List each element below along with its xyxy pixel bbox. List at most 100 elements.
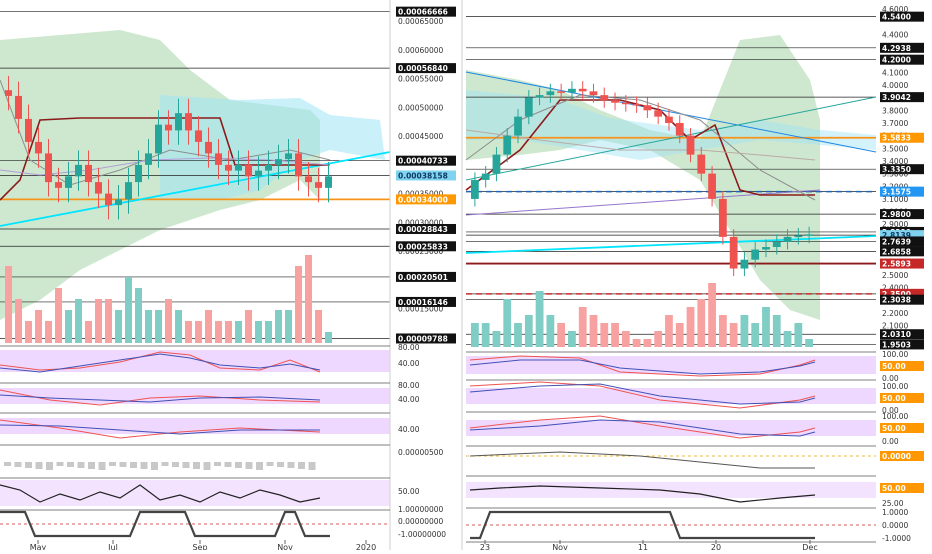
candle-body-right-3	[503, 135, 512, 155]
volume-bar-left-24	[245, 310, 252, 343]
candle-body-right-7	[546, 91, 555, 96]
price-label-right-12: 3.5000	[882, 144, 908, 153]
rsi-a-right	[469, 381, 816, 409]
price-label-right-0: 4.6000	[882, 5, 908, 14]
osc-label-left-2: 80.00	[398, 381, 420, 390]
candle-body-left-14	[145, 153, 152, 165]
price-tag-right-34: 2.0310	[882, 330, 911, 339]
macd-hist-left-15	[161, 462, 169, 466]
rsi-b-left	[0, 394, 321, 403]
price-tag-right-23-bg	[880, 230, 924, 241]
candle-body-left-19	[195, 130, 202, 142]
volume-bar-left-25	[255, 321, 262, 343]
volume-bar-left-11	[115, 310, 122, 343]
volume-bar-left-6	[65, 310, 72, 343]
price-tag-left-9: 0.00009788	[398, 334, 448, 343]
candle-body-right-6	[535, 95, 544, 98]
candle-body-left-31	[315, 182, 322, 188]
candle-body-right-21	[697, 154, 706, 174]
volume-bar-right-31	[805, 339, 813, 347]
price-tag-left-5: 0.00028843	[398, 225, 448, 234]
cci-left	[0, 484, 321, 503]
price-tag-right-20-bg	[880, 209, 924, 220]
macd-hist-left-5	[56, 462, 64, 466]
macd-hist-left-19	[203, 462, 211, 470]
osc-label-left-8: 0.00000000	[398, 517, 444, 526]
osc-label-left-1: 40.00	[398, 359, 420, 368]
osc-label-right-12: 1.0000	[882, 508, 908, 517]
price-label-right-33: 2.1000	[882, 321, 908, 330]
price-tag-left-2-bg	[396, 155, 456, 166]
candle-body-left-5	[55, 182, 62, 188]
candle-body-left-30	[305, 176, 312, 183]
osc-label-right-8: 0.00	[882, 437, 899, 446]
blue-trendline-right	[465, 71, 877, 153]
osc-tag-right-7-bg	[880, 423, 924, 433]
candle-body-right-14	[621, 102, 630, 105]
price-tag-right-4-bg	[880, 54, 924, 65]
osc-band-left-1	[0, 350, 390, 372]
candle-body-left-32	[325, 176, 332, 188]
macd-hist-left-4	[46, 462, 53, 470]
macd-hist-left-21	[224, 462, 232, 467]
macd-hist-left-9	[98, 462, 106, 470]
price-tag-left-8-bg	[396, 296, 456, 307]
osc-label-right-13: 0.0000	[882, 521, 908, 530]
volume-bar-left-8	[85, 321, 92, 343]
osc-label-right-2: 0.00	[882, 374, 899, 383]
time-label-left-3: Nov	[277, 543, 293, 550]
signal-step-right	[470, 510, 815, 540]
osc-label-right-6: 100.00	[882, 412, 908, 421]
volume-bar-right-26	[751, 323, 760, 347]
price-tag-right-31: 2.3038	[882, 296, 911, 305]
osc-label-right-11: 25.00	[882, 499, 904, 508]
macd-hist-left-25	[266, 462, 274, 466]
price-tag-right-25: 2.6858	[882, 247, 911, 256]
candle-body-right-8	[557, 91, 566, 93]
candle-body-left-15	[155, 124, 162, 154]
price-tag-right-31-bg	[880, 294, 924, 305]
price-tag-right-7: 3.9042	[882, 93, 911, 102]
candle-body-right-9	[568, 88, 576, 93]
volume-bar-right-23	[718, 315, 727, 347]
candle-body-right-31	[805, 234, 813, 236]
candle-body-left-27	[275, 159, 282, 165]
price-label-right-13: 3.4000	[882, 157, 908, 166]
candle-body-left-17	[175, 113, 182, 131]
volume-bar-right-15	[632, 339, 641, 347]
candle-body-right-12	[600, 95, 609, 101]
volume-bar-left-26	[265, 321, 272, 343]
kijun-right	[465, 99, 815, 196]
candle-body-left-11	[115, 199, 122, 206]
macd-hist-left-2	[25, 462, 32, 468]
volume-bar-right-10	[578, 307, 587, 347]
time-label-left-1: Jul	[107, 543, 118, 550]
macd-right	[469, 451, 815, 469]
price-label-left-plain-8: 0.00015000	[398, 305, 444, 314]
price-tag-left-1-bg	[396, 63, 456, 74]
volume-bar-left-28	[285, 310, 292, 343]
candle-body-left-20	[205, 141, 212, 154]
volume-bar-right-11	[589, 315, 598, 347]
price-label-right-15: 3.3000	[882, 170, 908, 179]
candle-body-right-22	[708, 173, 716, 199]
candle-body-right-5	[524, 97, 533, 117]
macd-hist-left-16	[172, 462, 179, 467]
candle-body-left-0	[5, 90, 12, 96]
cloud-blue-left	[160, 95, 385, 200]
volume-bar-right-24	[729, 323, 738, 347]
ma-tan-right	[465, 129, 816, 161]
osc-tag-right-9: 0.0000	[882, 452, 911, 461]
candle-body-right-11	[589, 91, 598, 96]
price-label-right-8: 3.8000	[882, 106, 908, 115]
candle-body-left-3	[35, 141, 42, 154]
price-tag-right-14: 3.3350	[882, 165, 911, 174]
osc-tag-right-4-bg	[880, 393, 924, 403]
macd-hist-left-13	[140, 462, 148, 469]
price-tag-left-6: 0.00025833	[398, 242, 448, 251]
volume-bar-right-0	[471, 323, 479, 347]
candle-body-right-10	[578, 88, 587, 92]
price-tag-left-3-bg	[396, 170, 456, 181]
